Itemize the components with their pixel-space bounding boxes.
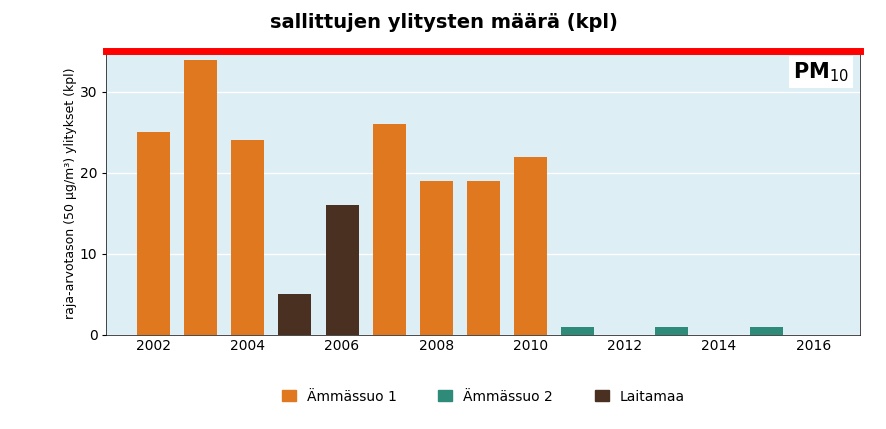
Bar xyxy=(325,205,358,335)
Bar xyxy=(137,133,170,335)
Bar xyxy=(231,140,264,335)
Bar xyxy=(372,124,405,335)
Legend: Ämmässuo 1, Ämmässuo 2, Laitamaa: Ämmässuo 1, Ämmässuo 2, Laitamaa xyxy=(276,384,689,409)
Bar xyxy=(184,60,217,335)
Bar xyxy=(278,294,311,335)
Bar xyxy=(655,326,688,335)
Bar xyxy=(419,181,452,335)
Bar xyxy=(514,157,547,335)
Bar xyxy=(561,326,594,335)
Y-axis label: raja-arvotason (50 µg/m³) ylitykset (kpl): raja-arvotason (50 µg/m³) ylitykset (kpl… xyxy=(64,67,77,319)
Bar xyxy=(749,326,781,335)
Text: sallittujen ylitysten määrä (kpl): sallittujen ylitysten määrä (kpl) xyxy=(269,13,617,32)
Text: PM$_{10}$: PM$_{10}$ xyxy=(792,60,848,84)
Bar xyxy=(466,181,500,335)
